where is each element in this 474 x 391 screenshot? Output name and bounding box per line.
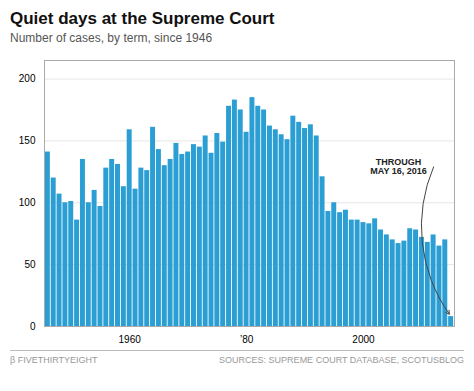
svg-text:THROUGHMAY 16, 2016: THROUGHMAY 16, 2016 (370, 157, 427, 176)
html-text:β FIVETHIRTYEIGHT: β FIVETHIRTYEIGHT (10, 355, 98, 365)
html-text:SOURCES: SUPREME COURT DATABAS: SOURCES: SUPREME COURT DATABASE, SCOTUSB… (219, 355, 464, 365)
html-text:Quiet days at the Supreme Cour: Quiet days at the Supreme Court (10, 9, 275, 28)
svg-text:2000: 2000 (352, 334, 375, 345)
svg-text:1960: 1960 (119, 334, 142, 345)
svg-text:150: 150 (19, 135, 36, 146)
svg-text:100: 100 (19, 197, 36, 208)
svg-text:’80: ’80 (240, 334, 254, 345)
svg-text:0: 0 (30, 321, 36, 332)
svg-text:200: 200 (19, 73, 36, 84)
html-text:Number of cases, by term, sinc: Number of cases, by term, since 1946 (10, 31, 213, 45)
svg-text:50: 50 (24, 259, 36, 270)
